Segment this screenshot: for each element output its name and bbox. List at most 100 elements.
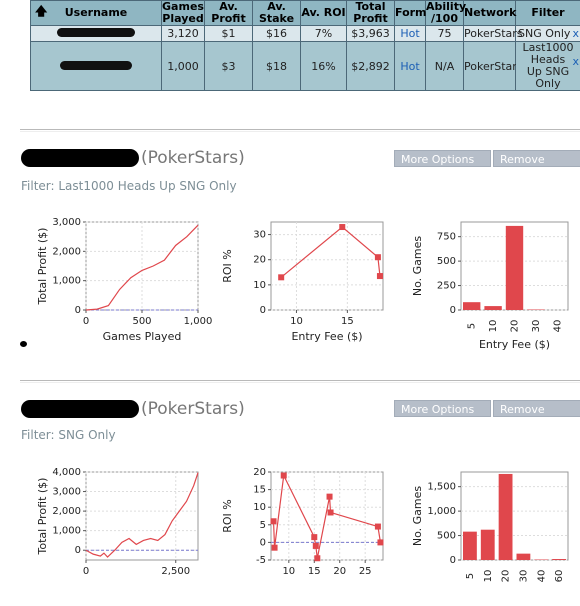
- x-tick-label: 10: [282, 566, 295, 577]
- y-tick-label: 15: [253, 485, 266, 496]
- summary-table: 🡅 Username Games Played Av. Profit Av. S…: [30, 0, 580, 91]
- y-axis-label: Total Profit ($): [36, 228, 49, 306]
- y-tick-label: 0: [75, 305, 81, 316]
- filter-text: Last1000 Heads Up SNG Only: [522, 42, 574, 90]
- plot-area: [461, 472, 568, 560]
- bar: [463, 532, 477, 560]
- form-cell: Hot: [395, 42, 426, 91]
- header-games-played[interactable]: Games Played: [162, 1, 205, 26]
- x-tick-label: 10: [488, 320, 499, 333]
- network-cell: PokerStars: [464, 26, 516, 42]
- redacted-username: [60, 61, 132, 70]
- more-options-button[interactable]: More Options: [394, 400, 491, 417]
- y-tick-label: 30: [253, 230, 266, 241]
- x-tick-label: 5: [465, 573, 476, 579]
- header-av-profit[interactable]: Av. Profit: [205, 1, 253, 26]
- data-point: [377, 273, 383, 279]
- x-tick-label: 30: [518, 570, 529, 583]
- data-point: [278, 274, 284, 280]
- bar: [463, 302, 480, 310]
- player-site: (PokerStars): [141, 399, 245, 419]
- x-tick-label: 10: [290, 316, 303, 327]
- header-av-stake[interactable]: Av. Stake: [253, 1, 301, 26]
- games-cell: 1,000: [162, 42, 205, 91]
- header-av-roi[interactable]: Av. ROI: [301, 1, 347, 26]
- y-tick-label: -5: [256, 555, 266, 566]
- filter-cell: Last1000 Heads Up SNG Only x: [516, 42, 580, 91]
- data-point: [377, 539, 383, 545]
- header-form[interactable]: Form: [395, 1, 426, 26]
- av-profit-cell: $1: [205, 26, 253, 42]
- ability-cell: 75: [426, 26, 464, 42]
- table-row[interactable]: 1,000 $3 $18 16% $2,892 Hot N/A PokerSta…: [31, 42, 580, 91]
- x-tick-label: 15: [341, 316, 354, 327]
- y-tick-label: 1,000: [52, 526, 81, 537]
- x-tick-label: 1,000: [184, 316, 213, 327]
- data-point: [281, 473, 287, 479]
- x-tick-label: 20: [501, 570, 512, 583]
- x-axis-label: Games Played: [103, 330, 182, 343]
- username-cell[interactable]: [31, 26, 162, 42]
- plot-area: [86, 472, 198, 560]
- username-cell[interactable]: [31, 42, 162, 91]
- sort-username-header[interactable]: 🡅 Username: [31, 1, 162, 26]
- y-tick-label: 500: [437, 256, 456, 267]
- total-profit-cell: $2,892: [347, 42, 395, 91]
- y-axis-label: ROI %: [221, 249, 234, 283]
- sort-arrow-icon[interactable]: 🡅: [35, 5, 47, 17]
- redacted-player-name: [21, 400, 139, 418]
- header-ability[interactable]: Ability /100: [426, 1, 464, 26]
- network-cell: PokerStars: [464, 42, 516, 91]
- y-tick-label: 5: [260, 520, 266, 531]
- x-tick-label: 0: [83, 316, 89, 327]
- av-roi-cell: 7%: [301, 26, 347, 42]
- total-profit-cell: $3,963: [347, 26, 395, 42]
- y-tick-label: 500: [437, 531, 456, 542]
- redacted-player-name: [21, 149, 139, 167]
- remove-row-link[interactable]: x: [572, 27, 579, 40]
- y-axis-label: ROI %: [221, 499, 234, 533]
- data-point: [339, 224, 345, 230]
- data-point: [313, 543, 319, 549]
- x-tick-label: 30: [531, 320, 542, 333]
- y-tick-label: 3,000: [52, 217, 81, 228]
- dot-marker: [20, 341, 27, 347]
- x-tick-label: 60: [554, 570, 565, 583]
- header-total-profit[interactable]: Total Profit: [347, 1, 395, 26]
- remove-button[interactable]: Remove: [493, 150, 580, 167]
- av-stake-cell: $16: [253, 26, 301, 42]
- player-site: (PokerStars): [141, 148, 245, 168]
- data-point: [327, 494, 333, 500]
- y-tick-label: 20: [253, 467, 266, 478]
- filter-label: Filter: SNG Only: [21, 428, 116, 442]
- section-divider: [20, 380, 580, 382]
- data-point: [314, 555, 320, 561]
- header-filter[interactable]: Filter: [516, 1, 580, 26]
- filter-cell: SNG Only x: [516, 26, 580, 42]
- y-tick-label: 0: [450, 555, 456, 566]
- x-axis-label: Entry Fee ($): [291, 330, 362, 343]
- filter-text: SNG Only: [518, 27, 570, 40]
- games-cell: 3,120: [162, 26, 205, 42]
- y-axis-label: Total Profit ($): [36, 478, 49, 556]
- ability-cell: N/A: [426, 42, 464, 91]
- remove-row-link[interactable]: x: [572, 56, 579, 68]
- x-tick-label: 20: [333, 566, 346, 577]
- y-tick-label: 0: [450, 305, 456, 316]
- table-row[interactable]: 3,120 $1 $16 7% $3,963 Hot 75 PokerStars…: [31, 26, 580, 42]
- y-tick-label: 0: [260, 537, 266, 548]
- data-point: [375, 524, 381, 530]
- remove-button[interactable]: Remove: [493, 400, 580, 417]
- y-tick-label: 4,000: [52, 467, 81, 478]
- x-tick-label: 40: [536, 570, 547, 583]
- more-options-button[interactable]: More Options: [394, 150, 491, 167]
- data-point: [272, 545, 278, 551]
- y-tick-label: 1,000: [52, 276, 81, 287]
- header-network[interactable]: Network: [464, 1, 516, 26]
- bar: [499, 474, 513, 560]
